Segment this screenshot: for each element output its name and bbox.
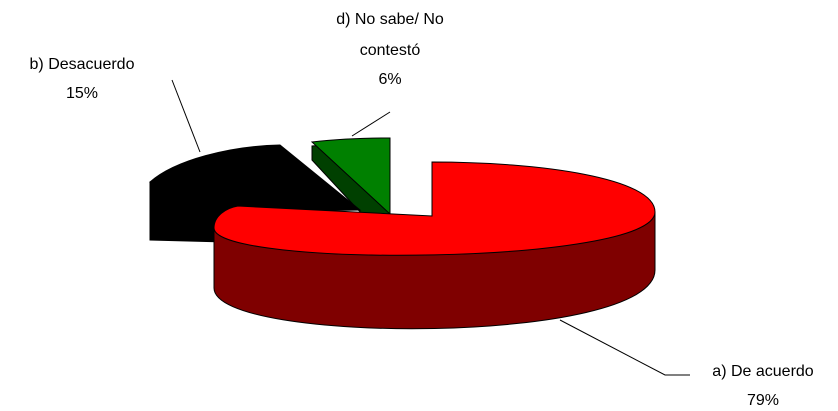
label-d-name-line2: contestó (360, 42, 421, 59)
leader-line-b (171, 79, 201, 153)
slice-b-desacuerdo (149, 144, 362, 213)
leader-line-d (351, 111, 391, 137)
slice-a-de-acuerdo (213, 161, 656, 256)
leader-line-a (559, 319, 690, 376)
label-b-value: 15% (66, 85, 98, 102)
label-d-name-line1: d) No sabe/ No (336, 11, 444, 28)
label-a-value: 79% (747, 392, 779, 409)
slice-d-no-sabe (310, 137, 391, 216)
slice-tops (149, 137, 656, 256)
label-d-value: 6% (378, 71, 401, 88)
label-a-name: a) De acuerdo (712, 363, 813, 380)
data-labels: b) Desacuerdo 15% d) No sabe/ No contest… (30, 11, 814, 409)
leader-lines (171, 79, 690, 376)
label-b-name: b) Desacuerdo (30, 56, 135, 73)
